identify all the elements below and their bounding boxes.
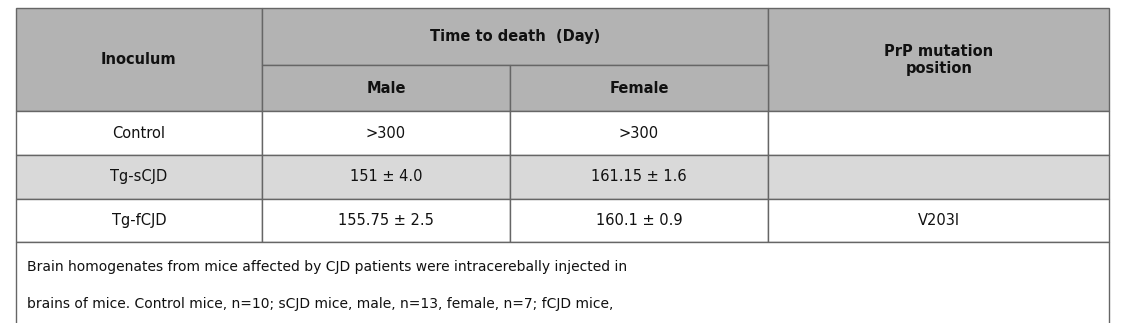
- Bar: [510, 111, 768, 155]
- Text: Inoculum: Inoculum: [101, 52, 177, 67]
- Text: >300: >300: [366, 126, 406, 141]
- Text: Time to death  (Day): Time to death (Day): [430, 29, 601, 44]
- Bar: [16, 155, 262, 199]
- Bar: [510, 199, 768, 242]
- Bar: [16, 111, 262, 155]
- Bar: [768, 155, 1109, 199]
- Text: Brain homogenates from mice affected by CJD patients were intracerebally injecte: Brain homogenates from mice affected by …: [27, 260, 627, 274]
- Bar: [16, 242, 1109, 323]
- Bar: [262, 111, 510, 155]
- Text: V203I: V203I: [918, 213, 960, 228]
- Bar: [262, 8, 768, 65]
- Text: PrP mutation
position: PrP mutation position: [884, 44, 993, 76]
- Text: Tg-sCJD: Tg-sCJD: [110, 169, 168, 184]
- Bar: [510, 65, 768, 111]
- Text: 161.15 ± 1.6: 161.15 ± 1.6: [592, 169, 687, 184]
- Bar: [262, 155, 510, 199]
- Bar: [768, 8, 1109, 111]
- Text: Tg-fCJD: Tg-fCJD: [111, 213, 166, 228]
- Text: brains of mice. Control mice, n=10; sCJD mice, male, n=13, female, n=7; fCJD mic: brains of mice. Control mice, n=10; sCJD…: [27, 297, 613, 311]
- Bar: [16, 8, 262, 111]
- Bar: [262, 65, 510, 111]
- Text: Control: Control: [112, 126, 165, 141]
- Text: 160.1 ± 0.9: 160.1 ± 0.9: [596, 213, 683, 228]
- Text: >300: >300: [619, 126, 659, 141]
- Bar: [768, 199, 1109, 242]
- Bar: [510, 155, 768, 199]
- Text: 155.75 ± 2.5: 155.75 ± 2.5: [338, 213, 434, 228]
- Text: Male: Male: [366, 80, 406, 96]
- Text: Female: Female: [610, 80, 668, 96]
- Bar: [16, 199, 262, 242]
- Bar: [262, 199, 510, 242]
- Bar: [768, 111, 1109, 155]
- Text: 151 ± 4.0: 151 ± 4.0: [350, 169, 422, 184]
